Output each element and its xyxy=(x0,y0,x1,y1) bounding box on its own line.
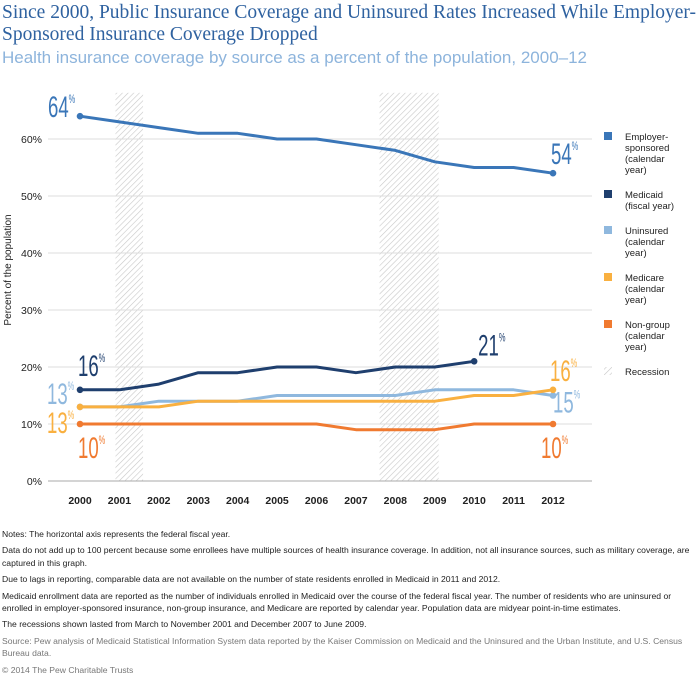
data-label-start: 64% xyxy=(48,91,75,125)
x-tick-label: 2011 xyxy=(502,495,525,507)
data-point-end xyxy=(549,386,557,394)
series-line xyxy=(80,359,475,392)
legend-item: Recession xyxy=(604,367,669,378)
data-point-end xyxy=(549,392,557,399)
y-tick-label: 50% xyxy=(21,191,42,203)
x-tick-label: 2005 xyxy=(265,495,289,507)
data-label-end: 16% xyxy=(550,354,577,388)
y-tick-label: 30% xyxy=(21,305,42,317)
data-point-start xyxy=(76,112,84,120)
x-tick-label: 2012 xyxy=(541,495,565,507)
line-chart: 0% 10% 20% 30% 40% 50% 60% 2000 2001 2002 2003 2004… xyxy=(3,91,674,507)
legend-label: Employer- xyxy=(625,132,668,143)
y-tick-label: 0% xyxy=(27,476,42,488)
data-point-end xyxy=(470,358,478,365)
percent-sign: % xyxy=(68,409,75,422)
notes: Notes: The horizontal axis represents th… xyxy=(2,528,694,680)
x-tick-label: 2004 xyxy=(226,495,250,507)
y-tick-label: 60% xyxy=(21,134,42,146)
data-label-end: 21% xyxy=(478,329,505,363)
copyright: © 2014 The Pew Charitable Trusts xyxy=(2,664,134,675)
legend-swatch xyxy=(604,320,612,328)
legend-item: Medicaid(fiscal year) xyxy=(604,190,674,212)
data-label-end: 54% xyxy=(551,138,578,172)
legend-label: sponsored xyxy=(625,143,669,154)
y-tick-label: 10% xyxy=(21,419,42,431)
percent-sign: % xyxy=(99,352,106,365)
percent-sign: % xyxy=(69,94,76,107)
legend-label: (fiscal year) xyxy=(625,201,674,212)
legend-label: year) xyxy=(625,165,647,176)
x-tick-label: 2007 xyxy=(344,495,368,507)
legend-label: Recession xyxy=(625,367,669,378)
percent-sign: % xyxy=(499,332,506,345)
legend-label: year) xyxy=(625,248,647,259)
legend-label: year) xyxy=(625,342,647,353)
series-line xyxy=(79,114,554,175)
recession-band xyxy=(379,92,439,482)
data-point-end xyxy=(549,420,557,428)
percent-sign: % xyxy=(571,357,578,370)
legend-label: year) xyxy=(625,295,647,306)
legend-label: (calendar xyxy=(625,237,665,248)
legend-label: (calendar xyxy=(625,331,665,342)
x-tick-label: 2008 xyxy=(384,495,408,507)
legend-label: (calendar xyxy=(625,284,665,295)
x-tick-label: 2002 xyxy=(147,495,171,507)
note: Data do not add up to 100 percent becaus… xyxy=(2,545,690,568)
data-point-end xyxy=(549,169,557,177)
x-tick-label: 2006 xyxy=(305,495,329,507)
legend-label: Uninsured xyxy=(625,226,668,237)
data-label-start: 10% xyxy=(78,432,105,466)
data-point-start xyxy=(76,420,84,428)
chart-title: Since 2000, Public Insurance Coverage an… xyxy=(2,2,696,45)
legend-label: Medicaid xyxy=(625,190,663,201)
legend-swatch xyxy=(604,226,612,234)
data-label-start: 16% xyxy=(78,349,105,383)
series-line xyxy=(80,388,554,409)
percent-sign: % xyxy=(562,434,569,447)
note: Medicaid enrollment data are reported as… xyxy=(2,590,672,614)
percent-sign: % xyxy=(572,141,579,154)
x-tick-label: 2010 xyxy=(462,495,486,507)
recession-band xyxy=(115,92,144,482)
percent-sign: % xyxy=(68,380,75,393)
y-axis-label: Percent of the population xyxy=(3,214,14,325)
data-point-start xyxy=(76,386,84,394)
y-tick-label: 40% xyxy=(21,248,42,260)
percent-sign: % xyxy=(99,434,106,447)
y-tick-label: 20% xyxy=(21,362,42,374)
series-line xyxy=(80,422,553,432)
x-tick-label: 2009 xyxy=(423,495,447,507)
chart-subtitle: Health insurance coverage by source as a… xyxy=(2,48,588,67)
note: Notes: The horizontal axis represents th… xyxy=(2,529,231,539)
percent-sign: % xyxy=(574,389,581,402)
x-tick-label: 2001 xyxy=(108,495,132,507)
data-point-start xyxy=(76,403,84,411)
x-tick-label: 2003 xyxy=(187,495,211,507)
source: Source: Pew analysis of Medicaid Statist… xyxy=(2,635,683,659)
data-label-end: 10% xyxy=(541,432,568,466)
legend-swatch xyxy=(604,367,612,375)
series-line xyxy=(80,388,554,409)
legend-swatch xyxy=(604,190,612,198)
legend-label: Medicare xyxy=(625,273,664,284)
legend-label: (calendar xyxy=(625,154,665,165)
data-label-start: 13% xyxy=(47,406,74,440)
legend-swatch xyxy=(604,132,612,140)
legend-swatch xyxy=(604,273,612,281)
x-tick-label: 2000 xyxy=(68,495,92,507)
data-label-end: 15% xyxy=(553,386,580,420)
note: The recessions shown lasted from March t… xyxy=(2,619,367,630)
note: Due to lags in reporting, comparable dat… xyxy=(2,574,501,585)
legend-label: Non-group xyxy=(625,320,670,331)
